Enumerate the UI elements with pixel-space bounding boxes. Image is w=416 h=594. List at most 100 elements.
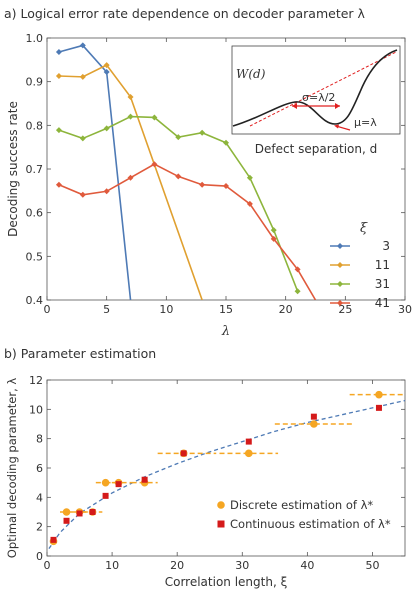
panel-a-y-tick-label: 0.4: [26, 294, 44, 307]
panel-a-legend: ξ 3 11 31 41: [330, 221, 390, 310]
panel-a-y-tick-label: 0.8: [26, 119, 44, 132]
panel-b-x-axis-label: Correlation length, ξ: [165, 575, 288, 589]
data-point-xi-31: [151, 114, 158, 121]
panel-b-y-tick-label: 10: [29, 403, 43, 416]
data-point-xi-41: [175, 173, 182, 180]
panel-b-legend: Discrete estimation of λ* Continuous est…: [217, 498, 391, 531]
inset-sigma-arrowheads: [292, 103, 340, 109]
inset-x-label: Defect separation, d: [255, 142, 377, 156]
continuous-estimate-point: [141, 476, 148, 483]
continuous-estimate-point: [50, 536, 57, 543]
data-point-xi-3: [103, 69, 110, 76]
panel-a-series: [55, 42, 317, 300]
continuous-estimate-point: [310, 413, 317, 420]
data-point-xi-31: [103, 125, 110, 132]
panel-a-x-tick-label: 5: [103, 303, 110, 316]
data-point-xi-11: [103, 62, 110, 69]
series-line-xi-41: [58, 163, 317, 300]
data-point-xi-3: [79, 42, 86, 49]
continuous-estimate-point: [180, 450, 187, 457]
panel-b-x-tick-label: 50: [365, 559, 379, 572]
inset-linear-asymptote: [249, 51, 397, 127]
panel-a-axes: 0 5 10 15 20 25 30 0.4 0.5 0.6 0.7 0.8 0.9 1.0: [26, 32, 413, 316]
series-line-xi-3: [58, 44, 132, 300]
panel-b-y-tick-label: 6: [36, 462, 43, 475]
data-point-xi-31: [199, 129, 206, 136]
panel-b-y-tick-label: 12: [29, 374, 43, 387]
data-point-xi-3: [55, 48, 62, 55]
panel-a-x-tick-label: 20: [279, 303, 293, 316]
continuous-estimate-point: [102, 492, 109, 499]
panel-a-y-tick-label: 1.0: [26, 32, 44, 45]
data-point-xi-31: [127, 113, 134, 120]
data-point-xi-41: [294, 266, 301, 273]
data-point-xi-41: [223, 183, 229, 190]
data-point-xi-41: [79, 191, 86, 198]
legend-marker-xi-41: [337, 300, 343, 306]
panel-a-title: a) Logical error rate dependence on deco…: [4, 6, 366, 21]
data-point-xi-11: [127, 93, 134, 100]
data-point-xi-41: [103, 188, 110, 195]
continuous-estimate-point: [63, 517, 70, 524]
inset-mu-arrowhead: [334, 124, 339, 129]
panel-a-x-tick-label: 30: [398, 303, 412, 316]
panel-a-y-axis-label: Decoding success rate: [6, 101, 20, 237]
data-point-xi-41: [270, 235, 277, 242]
panel-b-x-tick-label: 10: [105, 559, 119, 572]
data-point-xi-41: [246, 200, 253, 207]
panel-b-title: b) Parameter estimation: [4, 346, 156, 361]
series-line-xi-11: [58, 64, 203, 300]
discrete-estimate-point: [62, 508, 71, 516]
panel-a-x-tick-label: 0: [44, 303, 51, 316]
discrete-estimate-point: [375, 390, 383, 399]
legend-marker-xi-3: [337, 243, 343, 249]
legend-continuous-label: Continuous estimation of λ*: [230, 517, 391, 531]
data-point-xi-11: [55, 72, 62, 79]
legend-marker-xi-11: [337, 262, 343, 268]
fit-curve: [48, 399, 405, 550]
data-point-xi-31: [55, 127, 62, 134]
panel-b-y-tick-label: 0: [36, 550, 43, 563]
data-point-xi-41: [151, 161, 158, 168]
continuous-estimate-point: [375, 404, 382, 411]
panel-a-x-axis-label: λ: [221, 324, 230, 339]
panel-b-axes: 0 10 20 30 40 50 0 2 4 6 8 10 12: [29, 374, 405, 572]
legend-title-xi: ξ: [360, 221, 368, 236]
inset-mu-label: μ=λ: [354, 116, 377, 129]
legend-continuous-marker: [217, 520, 225, 528]
discrete-estimate-point: [310, 420, 318, 428]
panel-b-y-axis-label: Optimal decoding parameter, λ: [5, 378, 19, 559]
continuous-estimate-point: [115, 481, 122, 488]
legend-label-xi-41: 41: [375, 296, 390, 310]
panel-b-y-tick-label: 4: [36, 491, 43, 504]
legend-label-xi-31: 31: [375, 277, 390, 291]
inset-y-label: W(d): [236, 67, 266, 81]
data-point-xi-31: [79, 135, 86, 142]
data-point-xi-31: [246, 174, 253, 181]
panel-a-y-tick-label: 0.7: [26, 163, 44, 176]
inset-frame: [231, 45, 401, 135]
data-point-xi-11: [79, 73, 86, 80]
panel-b-x-tick-label: 30: [235, 559, 249, 572]
data-point-xi-41: [127, 174, 134, 181]
legend-discrete-marker: [217, 501, 225, 509]
panel-a-y-tick-label: 0.6: [26, 207, 44, 220]
panel-b-x-tick-label: 20: [170, 559, 184, 572]
panel-b-y-tick-label: 8: [36, 433, 43, 446]
panel-a-y-tick-label: 0.5: [26, 250, 44, 263]
panel-b-x-tick-label: 40: [300, 559, 314, 572]
data-point-xi-41: [199, 181, 206, 188]
legend-label-xi-3: 3: [382, 239, 390, 253]
discrete-estimate-point: [244, 449, 253, 458]
data-point-xi-31: [223, 139, 229, 146]
inset-potential-curve: [232, 49, 398, 127]
continuous-estimate-point: [89, 509, 96, 515]
panel-a-x-tick-label: 15: [219, 303, 233, 316]
legend-label-xi-11: 11: [375, 258, 390, 272]
panel-a-y-tick-label: 0.9: [26, 76, 44, 89]
legend-discrete-label: Discrete estimation of λ*: [230, 498, 373, 512]
inset-sigma-label: σ=λ/2: [302, 91, 335, 104]
continuous-estimate-point: [245, 438, 252, 445]
